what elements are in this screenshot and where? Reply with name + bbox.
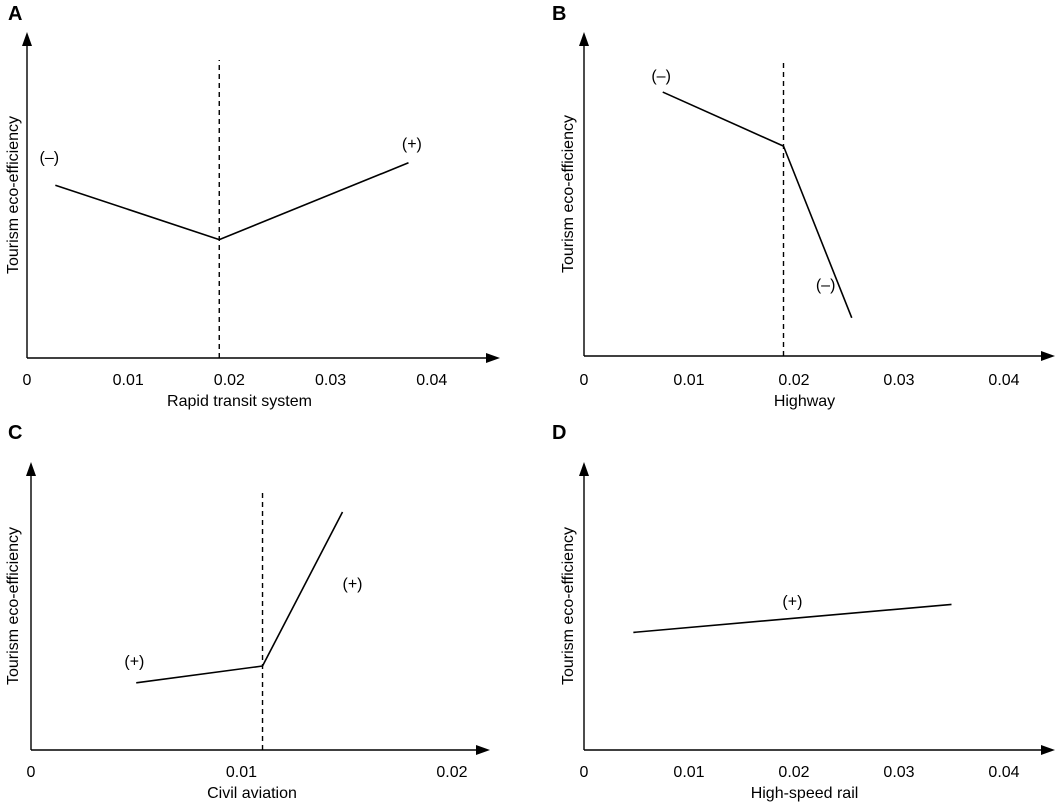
figure: A 0 0.01 0.02 0.03 0.04 Rapid transit system To… [0, 0, 1059, 805]
y-axis-arrow-icon [22, 32, 32, 46]
panel-a: A 0 0.01 0.02 0.03 0.04 Rapid transit system To… [5, 3, 500, 410]
sign-label: (+) [402, 136, 422, 153]
x-tick-label: 0.02 [778, 764, 809, 781]
x-tick-label: 0.02 [778, 372, 809, 389]
sign-label: (–) [40, 149, 60, 166]
x-axis-arrow-icon [1041, 745, 1055, 755]
x-tick-label: 0.03 [883, 372, 914, 389]
panel-letter: D [552, 422, 566, 444]
x-axis-arrow-icon [486, 353, 500, 363]
sign-label: (+) [782, 593, 802, 610]
x-tick-label: 0.01 [673, 764, 704, 781]
x-tick-label: 0 [580, 764, 589, 781]
x-axis-title: Highway [774, 393, 835, 410]
panel-letter: C [8, 422, 22, 444]
panel-b: B 0 0.01 0.02 0.03 0.04 Highway Tourism eco-eff… [552, 3, 1055, 410]
y-axis-arrow-icon [26, 462, 36, 476]
x-tick-label: 0.04 [988, 764, 1019, 781]
x-axis-arrow-icon [476, 745, 490, 755]
y-axis-title: Tourism eco-efficiency [5, 527, 22, 685]
y-axis-title: Tourism eco-efficiency [560, 115, 577, 273]
x-tick-label: 0 [580, 372, 589, 389]
x-tick-label: 0.03 [883, 764, 914, 781]
sign-label: (+) [343, 576, 363, 593]
x-tick-label: 0 [23, 372, 32, 389]
x-axis-arrow-icon [1041, 351, 1055, 361]
panel-d: D 0 0.01 0.02 0.03 0.04 High-speed rail Tourism… [552, 422, 1055, 802]
panel-letter: B [552, 3, 566, 25]
x-axis-title: High-speed rail [751, 785, 859, 802]
y-axis-title: Tourism eco-efficiency [5, 116, 22, 274]
x-tick-label: 0.04 [416, 372, 447, 389]
series-line-segment-1 [663, 92, 784, 146]
y-axis-arrow-icon [579, 462, 589, 476]
panel-letter: A [8, 3, 22, 25]
x-tick-label: 0.04 [988, 372, 1019, 389]
x-tick-label: 0.02 [436, 764, 467, 781]
series-line-segment-1 [136, 666, 262, 683]
series-line-segment-2 [263, 512, 343, 666]
series-line-segment-2 [219, 163, 408, 240]
y-axis-title: Tourism eco-efficiency [560, 527, 577, 685]
series-line-segment-1 [55, 185, 219, 239]
x-tick-label: 0.01 [113, 372, 144, 389]
y-axis-arrow-icon [579, 32, 589, 46]
x-tick-label: 0.03 [315, 372, 346, 389]
x-tick-label: 0 [27, 764, 36, 781]
x-axis-title: Rapid transit system [167, 393, 312, 410]
x-tick-label: 0.01 [226, 764, 257, 781]
panel-c: C 0 0.01 0.02 Civil aviation Tourism eco-effi… [5, 422, 490, 802]
sign-label: (–) [651, 68, 671, 85]
sign-label: (+) [124, 653, 144, 670]
x-axis-title: Civil aviation [207, 785, 297, 802]
sign-label: (–) [816, 277, 836, 294]
x-tick-label: 0.01 [673, 372, 704, 389]
x-tick-label: 0.02 [214, 372, 245, 389]
